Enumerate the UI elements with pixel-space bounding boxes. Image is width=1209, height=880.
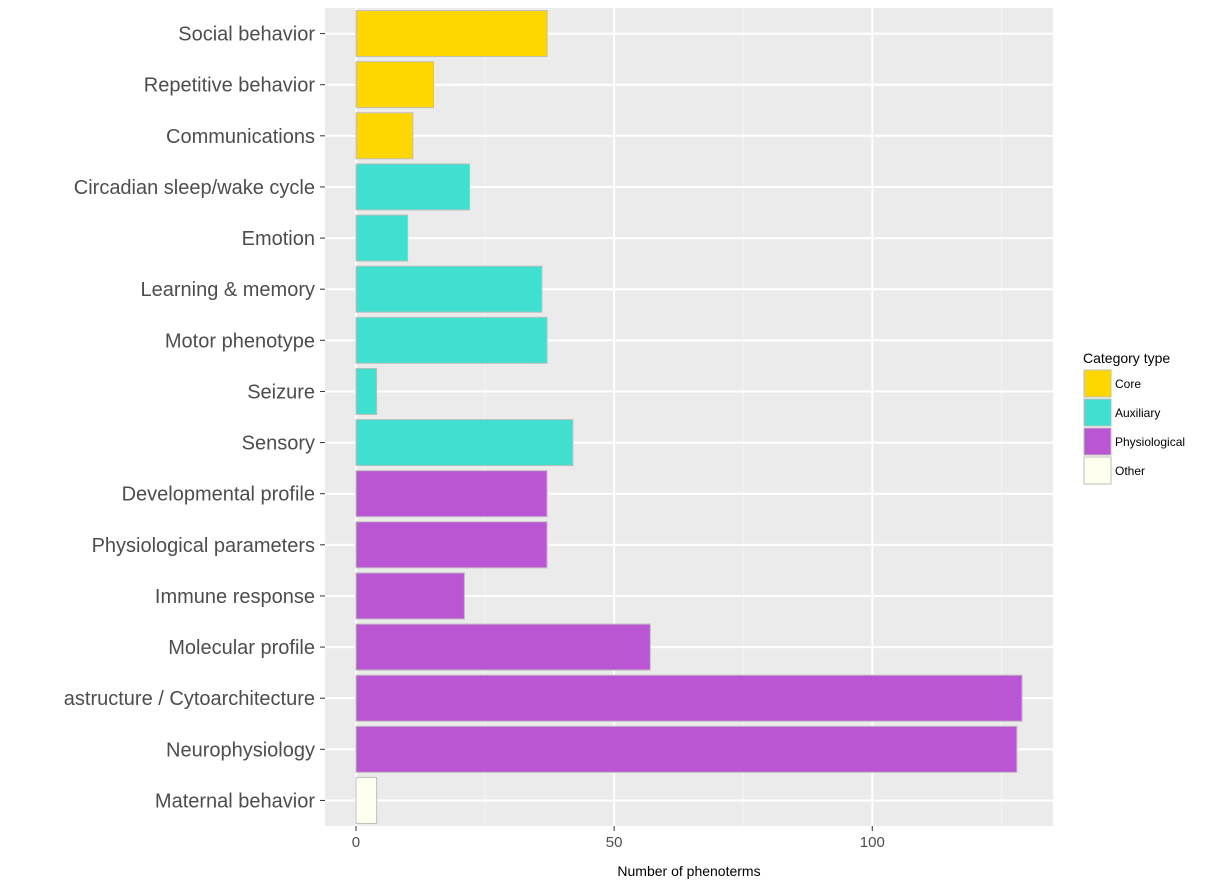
bar-molecular-profile [355, 623, 651, 671]
bar-social-behavior [355, 10, 548, 58]
legend-label-core: Core [1115, 377, 1141, 391]
legend-swatch-other [1083, 456, 1112, 485]
bar-circadian-sleep-wake-cycle [355, 163, 471, 211]
category-label: Maternal behavior [155, 790, 315, 812]
legend-label-auxiliary: Auxiliary [1115, 406, 1160, 420]
category-label: Developmental profile [122, 484, 315, 506]
bars-group [355, 10, 1023, 824]
category-label: Seizure [247, 381, 315, 403]
category-label: Emotion [242, 228, 315, 250]
legend-swatch-auxiliary [1083, 398, 1112, 427]
bar-sensory [355, 419, 574, 467]
bar-repetitive-behavior [355, 61, 434, 109]
bar-maternal-behavior [355, 776, 378, 824]
category-label: Neurophysiology [166, 739, 315, 761]
bar-physiological-parameters [355, 521, 548, 569]
category-label: Motor phenotype [165, 330, 315, 352]
category-label: Repetitive behavior [144, 75, 316, 97]
category-label: Social behavior [178, 24, 315, 46]
x-tick-label: 0 [352, 834, 360, 851]
bar-seizure [355, 367, 378, 415]
category-label: Sensory [242, 433, 315, 455]
bar-astructure-cytoarchitecture [355, 674, 1023, 722]
bar-immune-response [355, 572, 465, 620]
bar-emotion [355, 214, 409, 262]
x-axis-title: Number of phenoterms [617, 863, 760, 879]
category-labels: Social behavior Repetitive behavior Commun… [64, 24, 325, 812]
legend-label-physiological: Physiological [1115, 435, 1185, 449]
legend-swatch-physiological [1083, 427, 1112, 456]
bar-communications [355, 112, 414, 160]
category-label: astructure / Cytoarchitecture [64, 688, 315, 710]
category-label: Immune response [155, 586, 315, 608]
category-label: Physiological parameters [92, 535, 315, 557]
category-label: Learning & memory [140, 279, 315, 301]
legend-title: Category type [1083, 350, 1170, 366]
legend-swatch-core [1083, 369, 1112, 398]
category-label: Communications [166, 126, 315, 148]
legend-label-other: Other [1115, 464, 1145, 478]
bar-learning-memory [355, 265, 543, 313]
legend: Category type Core Auxiliary Physiological… [1083, 350, 1185, 485]
x-tick-label: 50 [606, 834, 623, 851]
category-label: Circadian sleep/wake cycle [74, 177, 315, 199]
category-label: Molecular profile [168, 637, 315, 659]
bar-motor-phenotype [355, 316, 548, 364]
bar-developmental-profile [355, 470, 548, 518]
x-tick-label: 100 [860, 834, 885, 851]
x-tick-labels: 0 50 100 [352, 826, 885, 851]
bar-neurophysiology [355, 725, 1018, 773]
